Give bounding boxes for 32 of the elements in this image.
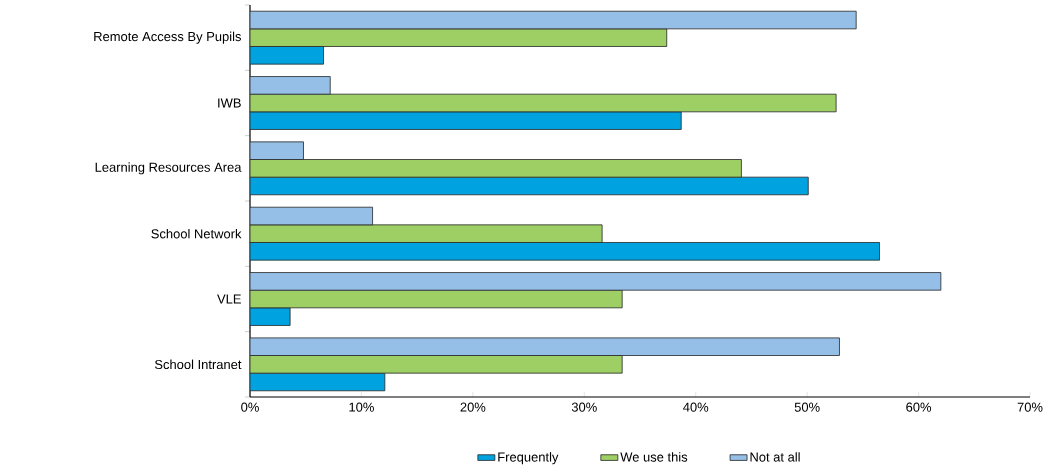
bar bbox=[250, 28, 668, 47]
bar bbox=[250, 224, 603, 243]
x-tick-label: 30% bbox=[571, 402, 597, 412]
bar bbox=[250, 206, 373, 226]
bar bbox=[250, 159, 742, 178]
bar bbox=[250, 307, 291, 326]
legend-label: Not at all bbox=[750, 452, 800, 462]
x-tick-label: 0% bbox=[241, 402, 259, 412]
bar bbox=[250, 176, 809, 196]
bar bbox=[250, 289, 623, 309]
legend-label: Frequently bbox=[498, 452, 559, 465]
x-tick-label: 60% bbox=[906, 402, 932, 412]
bar bbox=[250, 337, 840, 356]
x-tick-label: 10% bbox=[349, 402, 374, 412]
bar bbox=[250, 242, 880, 261]
bar bbox=[250, 93, 837, 113]
x-tick-label: 50% bbox=[794, 402, 820, 412]
y-tick-label: IWB bbox=[218, 98, 241, 108]
x-tick-label: 70% bbox=[1017, 402, 1043, 412]
bar bbox=[250, 355, 623, 374]
y-tick-label: VLE bbox=[217, 294, 241, 304]
y-tick-label: School Network bbox=[151, 228, 242, 239]
bar bbox=[250, 111, 682, 130]
y-tick-label: Learning Resources Area bbox=[95, 162, 242, 175]
y-tick-label: Remote Access By Pupils bbox=[94, 31, 241, 44]
bar bbox=[250, 10, 857, 30]
y-tick-label: School Intranet bbox=[154, 359, 242, 370]
bar bbox=[250, 76, 331, 95]
legend-label: We use this bbox=[620, 452, 688, 462]
x-tick-label: 40% bbox=[683, 402, 709, 412]
x-tick-label: 20% bbox=[460, 402, 486, 412]
bar bbox=[250, 272, 942, 291]
